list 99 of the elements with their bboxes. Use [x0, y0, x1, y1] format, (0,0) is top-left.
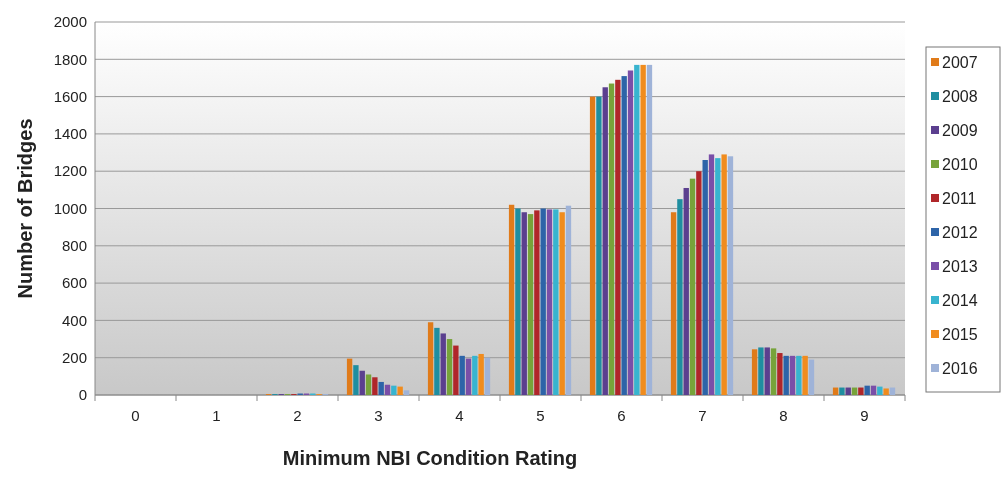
bar: [877, 386, 883, 395]
bar: [346, 358, 353, 395]
legend-label: 2011: [942, 189, 977, 207]
legend-label: 2016: [942, 359, 978, 377]
bar: [708, 154, 715, 395]
bar: [758, 347, 764, 395]
bar: [796, 355, 802, 395]
bar: [702, 160, 708, 395]
y-tick-label: 1800: [53, 50, 87, 68]
bar: [808, 359, 815, 395]
bar: [521, 212, 527, 395]
bar: [378, 381, 384, 395]
y-tick-label: 200: [61, 348, 87, 366]
bar: [453, 345, 459, 395]
bar: [397, 386, 403, 395]
bar: [621, 76, 627, 395]
x-axis-title: Minimum NBI Condition Rating: [282, 447, 578, 469]
x-tick-label: 2: [293, 407, 302, 424]
x-tick-label: 8: [779, 407, 788, 424]
bar: [559, 212, 565, 395]
legend-label: 2015: [942, 325, 978, 343]
bar: [365, 374, 372, 395]
bar: [777, 353, 783, 395]
bar: [484, 357, 491, 395]
bar: [534, 210, 540, 395]
bar: [683, 187, 689, 395]
x-tick-label: 1: [212, 407, 221, 424]
bar: [440, 333, 446, 395]
legend-label: 2012: [942, 223, 978, 241]
legend-label: 2014: [942, 291, 978, 309]
bar: [883, 388, 889, 395]
x-tick-label: 7: [698, 407, 707, 424]
bar: [689, 178, 696, 395]
y-tick-label: 1000: [53, 199, 87, 217]
y-tick-label: 1200: [53, 162, 87, 180]
bar: [696, 171, 702, 395]
bar: [515, 208, 521, 395]
legend-label: 2013: [942, 257, 978, 275]
bar: [434, 327, 440, 395]
legend-label: 2009: [942, 121, 978, 139]
bar: [870, 385, 877, 395]
bar: [670, 212, 677, 395]
bar: [403, 390, 410, 395]
x-tick-label: 5: [536, 407, 545, 424]
bar: [764, 347, 770, 395]
bar: [677, 199, 683, 395]
bar: [478, 353, 484, 395]
legend-label: 2007: [942, 53, 978, 71]
bar: [727, 156, 734, 395]
bar: [608, 83, 615, 395]
y-tick-label: 1400: [53, 125, 87, 143]
legend-label: 2010: [942, 155, 978, 173]
bar: [646, 64, 653, 395]
bar: [384, 384, 391, 395]
bar: [546, 209, 553, 395]
x-tick-label: 4: [455, 407, 464, 424]
bar: [602, 87, 608, 395]
bar: [634, 64, 640, 395]
bar: [858, 387, 864, 395]
bar: [802, 355, 808, 395]
bar: [627, 70, 634, 395]
bar: [839, 387, 845, 395]
bar: [459, 355, 465, 395]
bar: [391, 385, 397, 395]
bar: [359, 370, 365, 395]
bar: [527, 214, 534, 395]
bar: [465, 358, 472, 395]
y-tick-label: 2000: [53, 13, 87, 31]
y-tick-label: 0: [78, 386, 87, 404]
bar: [789, 355, 796, 395]
bar: [472, 355, 478, 395]
bar: [751, 349, 758, 395]
y-tick-label: 600: [61, 274, 87, 292]
bar: [427, 322, 434, 395]
bar: [508, 204, 515, 395]
bar: [640, 64, 646, 395]
bar: [353, 365, 359, 395]
bar: [565, 205, 572, 395]
bar: [596, 96, 602, 395]
x-tick-label: 0: [131, 407, 140, 424]
x-tick-label: 6: [617, 407, 626, 424]
bar: [553, 209, 559, 395]
y-axis-title: Number of Bridges: [14, 118, 36, 299]
bar: [721, 154, 727, 395]
x-tick-label: 3: [374, 407, 383, 424]
bar: [864, 385, 870, 395]
bar: [446, 339, 453, 395]
bar: [372, 377, 378, 395]
bar: [540, 208, 546, 395]
y-tick-label: 400: [61, 311, 87, 329]
legend-label: 2008: [942, 87, 978, 105]
y-tick-label: 1600: [53, 87, 87, 105]
bar: [770, 348, 777, 395]
x-tick-label: 9: [860, 407, 869, 424]
bar: [715, 158, 721, 395]
bar: [589, 96, 596, 395]
y-tick-label: 800: [61, 237, 87, 255]
bar: [783, 355, 789, 395]
bar: [615, 79, 621, 395]
